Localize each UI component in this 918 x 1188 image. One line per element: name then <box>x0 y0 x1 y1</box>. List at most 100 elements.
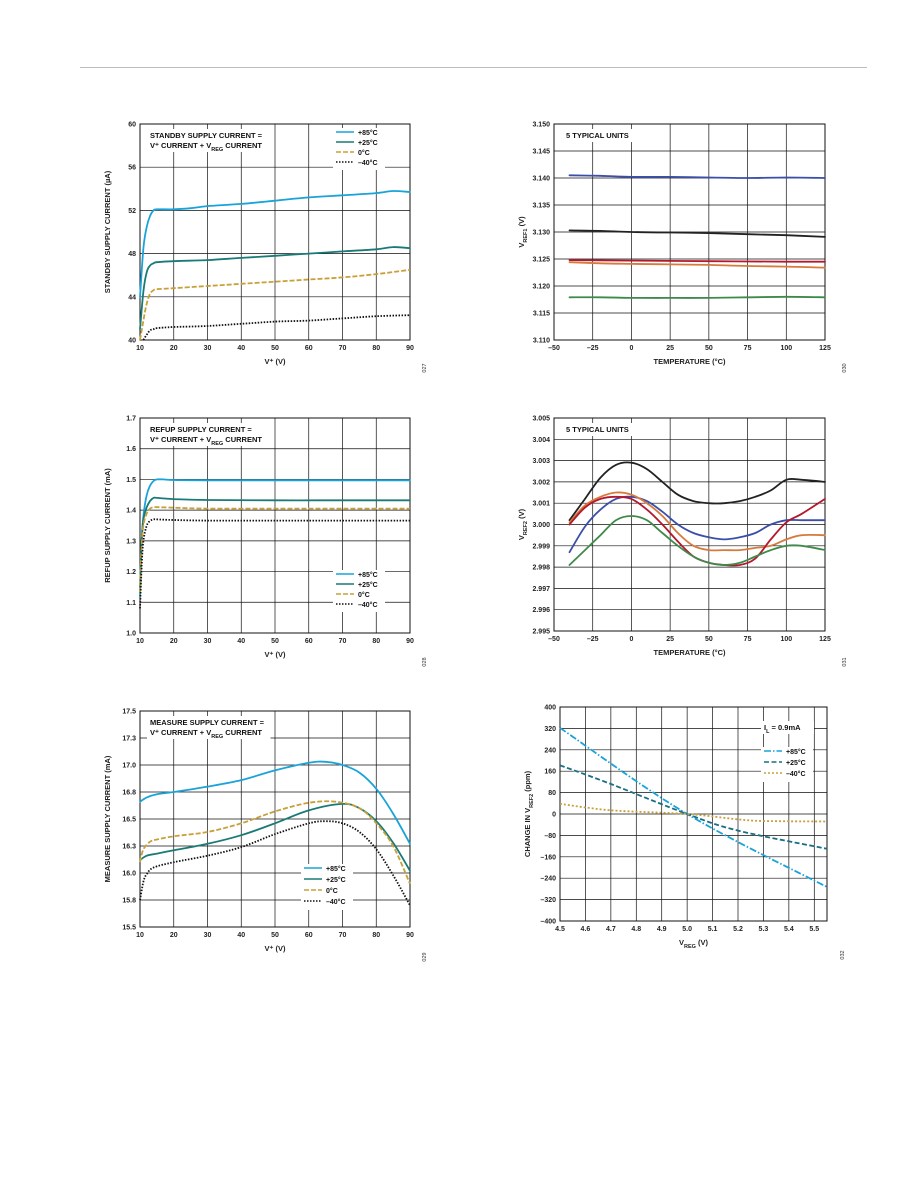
plot-frame <box>553 123 826 341</box>
y-tick-label: 3.145 <box>532 149 550 156</box>
y-tick-label: 56 <box>128 165 136 172</box>
x-tick-label: 50 <box>705 636 713 643</box>
y-tick-label: 3.005 <box>532 416 550 423</box>
x-tick-label: 100 <box>780 345 792 352</box>
y-tick-label: 3.140 <box>532 176 550 183</box>
annotation-backdrop <box>147 423 271 446</box>
annotation-backdrop <box>761 721 814 734</box>
y-tick-label: 3.150 <box>532 122 550 129</box>
series-line-3 <box>139 800 411 885</box>
series-line-4 <box>568 495 826 567</box>
y-tick-label: –80 <box>544 833 556 840</box>
x-tick-label: 5.2 <box>733 926 743 933</box>
series-line-1 <box>568 461 826 522</box>
x-tick-label: 20 <box>170 638 178 645</box>
x-tick-label: 4.6 <box>581 926 591 933</box>
y-tick-label: 1.6 <box>126 446 136 453</box>
y-tick-label: 80 <box>548 790 556 797</box>
series-line-1 <box>139 760 411 845</box>
annotation-text: MEASURE SUPPLY CURRENT = <box>150 718 265 727</box>
x-tick-label: 80 <box>372 638 380 645</box>
legend-backdrop <box>333 570 385 612</box>
x-tick-label: 20 <box>170 932 178 939</box>
x-tick-label: 4.8 <box>631 926 641 933</box>
y-tick-label: 3.001 <box>532 501 550 508</box>
y-tick-label: 160 <box>544 769 556 776</box>
x-tick-label: 90 <box>406 638 414 645</box>
y-tick-label: 3.115 <box>533 311 550 318</box>
figure-number: 030 <box>842 363 848 372</box>
series-line-2 <box>139 802 411 872</box>
legend-label: 0°C <box>358 591 370 599</box>
x-tick-label: 70 <box>339 638 347 645</box>
x-tick-label: 50 <box>705 345 713 352</box>
y-axis-label: VREF1 (V) <box>517 216 529 248</box>
x-tick-label: –50 <box>548 636 560 643</box>
y-tick-label: 3.003 <box>532 458 550 465</box>
y-axis-label: CHANGE IN VREF2 (ppm) <box>523 770 535 857</box>
x-tick-label: 75 <box>744 345 752 352</box>
annotation-backdrop <box>147 716 271 739</box>
series-line-4 <box>139 820 411 906</box>
x-axis-label: V⁺ (V) <box>264 650 286 659</box>
legend-label: –40°C <box>358 159 378 167</box>
x-tick-label: 40 <box>237 345 245 352</box>
x-tick-label: 5.1 <box>708 926 718 933</box>
x-tick-label: 20 <box>170 345 178 352</box>
y-tick-label: 3.110 <box>533 338 550 345</box>
plot-frame <box>139 417 411 634</box>
plot-frame <box>139 123 411 341</box>
figure-number: 028 <box>422 657 428 666</box>
x-tick-label: 5.3 <box>759 926 769 933</box>
series-line-2 <box>559 764 828 850</box>
annotation-backdrop <box>563 423 640 436</box>
y-tick-label: 3.120 <box>532 284 550 291</box>
x-tick-label: –25 <box>587 345 599 352</box>
x-tick-label: 5.5 <box>809 926 819 933</box>
x-tick-label: 70 <box>339 932 347 939</box>
y-axis-label: STANDBY SUPPLY CURRENT (µA) <box>103 170 112 293</box>
y-tick-label: 240 <box>544 747 556 754</box>
series-line-3 <box>568 259 826 263</box>
y-tick-label: 40 <box>128 338 136 345</box>
x-tick-label: 30 <box>204 932 212 939</box>
x-tick-label: 100 <box>780 636 792 643</box>
y-tick-label: 48 <box>128 251 136 258</box>
x-tick-label: 40 <box>237 638 245 645</box>
chart-vref2-vs-temperature: –50 –25 0 25 50 75 100 125 2.995 2.996 2.997 2.998 2… <box>517 416 848 667</box>
y-tick-label: 3.125 <box>532 257 550 264</box>
figure-number: 027 <box>422 363 428 372</box>
series-line-3 <box>559 802 828 823</box>
y-tick-label: 16.0 <box>122 871 136 878</box>
annotation-backdrop <box>147 129 271 152</box>
legend-backdrop <box>333 128 385 170</box>
y-axis-label: REFUP SUPPLY CURRENT (mA) <box>103 468 112 583</box>
y-tick-label: 0 <box>552 812 556 819</box>
series-line-5 <box>568 295 826 299</box>
legend-label: +85°C <box>326 865 346 873</box>
grid <box>139 710 411 928</box>
series-line-1 <box>568 174 826 179</box>
y-tick-label: 3.000 <box>532 522 550 529</box>
annotation-text: 5 TYPICAL UNITS <box>566 131 629 140</box>
y-tick-label: 15.5 <box>122 925 136 932</box>
x-tick-label: 50 <box>271 345 279 352</box>
y-tick-label: 2.995 <box>532 629 550 636</box>
series-line-3 <box>568 491 826 552</box>
y-tick-label: 320 <box>544 726 556 733</box>
series-line-1 <box>139 190 411 298</box>
x-axis-label: V⁺ (V) <box>264 944 286 953</box>
x-tick-label: 80 <box>372 932 380 939</box>
x-tick-label: 4.7 <box>606 926 616 933</box>
x-tick-label: 75 <box>744 636 752 643</box>
y-tick-label: –240 <box>540 876 556 883</box>
x-axis-label: TEMPERATURE (°C) <box>653 648 726 657</box>
y-tick-label: 1.7 <box>126 416 136 423</box>
y-tick-label: 400 <box>544 705 556 712</box>
x-tick-label: –25 <box>587 636 599 643</box>
x-tick-label: 80 <box>372 345 380 352</box>
y-tick-label: 17.0 <box>122 763 136 770</box>
x-tick-label: 50 <box>271 932 279 939</box>
x-tick-label: 90 <box>406 345 414 352</box>
x-tick-label: 90 <box>406 932 414 939</box>
